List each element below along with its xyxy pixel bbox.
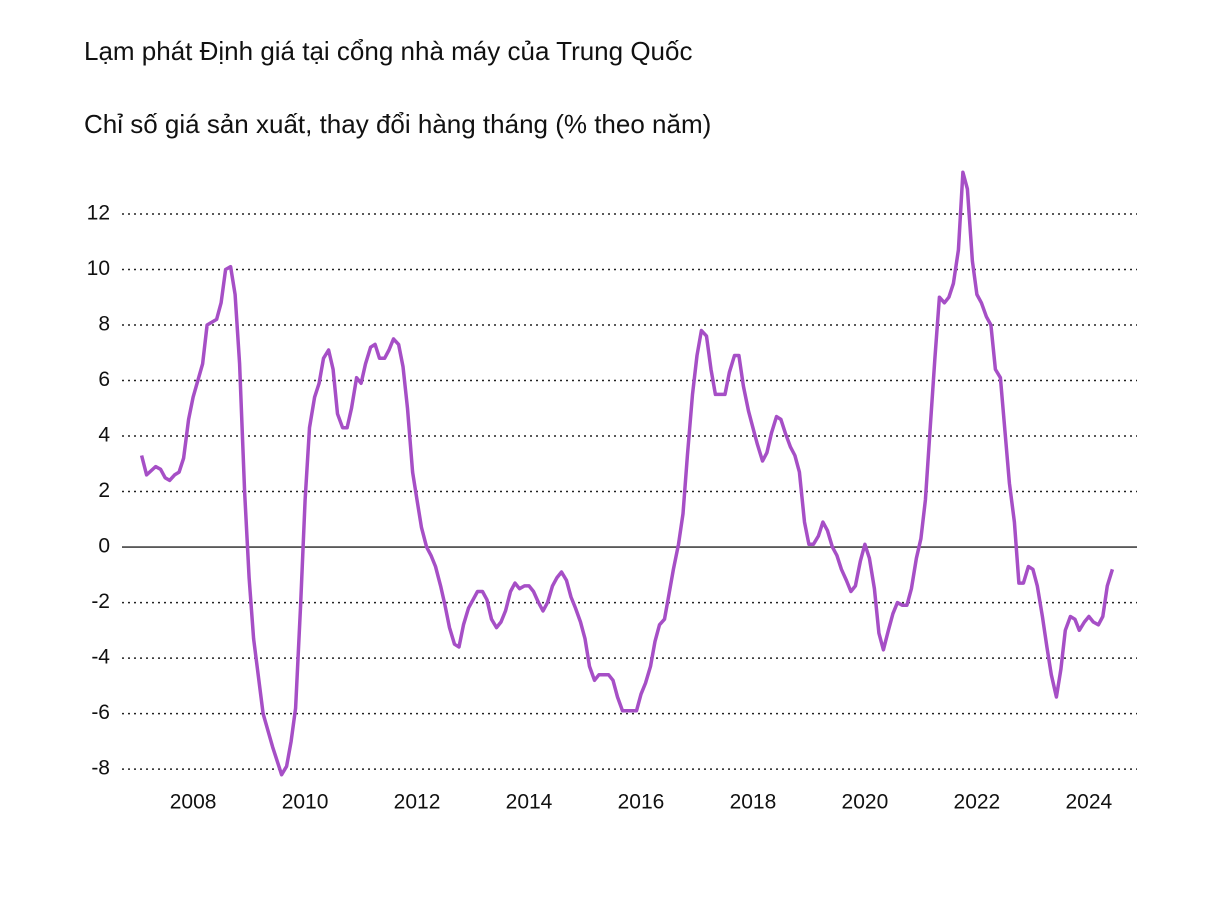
y-tick-label: 6 bbox=[98, 368, 110, 391]
y-tick-label: 0 bbox=[98, 535, 110, 558]
data-line bbox=[139, 170, 1115, 777]
y-tick-label: 4 bbox=[98, 424, 110, 447]
x-tick-label: 2008 bbox=[170, 791, 217, 814]
y-tick-label: 10 bbox=[87, 257, 110, 280]
y-tick-label: 8 bbox=[98, 313, 110, 336]
y-tick-label: -4 bbox=[91, 646, 110, 669]
chart-title: Lạm phát Định giá tại cổng nhà máy của T… bbox=[84, 36, 692, 66]
x-tick-label: 2018 bbox=[730, 791, 777, 814]
x-tick-label: 2012 bbox=[394, 791, 441, 814]
x-tick-label: 2016 bbox=[618, 791, 665, 814]
y-tick-label: -8 bbox=[91, 757, 110, 780]
y-tick-label: 12 bbox=[87, 202, 110, 225]
chart-subtitle: Chỉ số giá sản xuất, thay đổi hàng tháng… bbox=[84, 109, 711, 139]
y-tick-label: -2 bbox=[91, 590, 110, 613]
x-tick-label: 2020 bbox=[842, 791, 889, 814]
y-tick-label: -6 bbox=[91, 701, 110, 724]
x-tick-label: 2024 bbox=[1065, 791, 1112, 814]
x-tick-label: 2010 bbox=[282, 791, 329, 814]
x-tick-label: 2014 bbox=[506, 791, 553, 814]
y-tick-label: 2 bbox=[98, 479, 110, 502]
x-tick-label: 2022 bbox=[954, 791, 1001, 814]
